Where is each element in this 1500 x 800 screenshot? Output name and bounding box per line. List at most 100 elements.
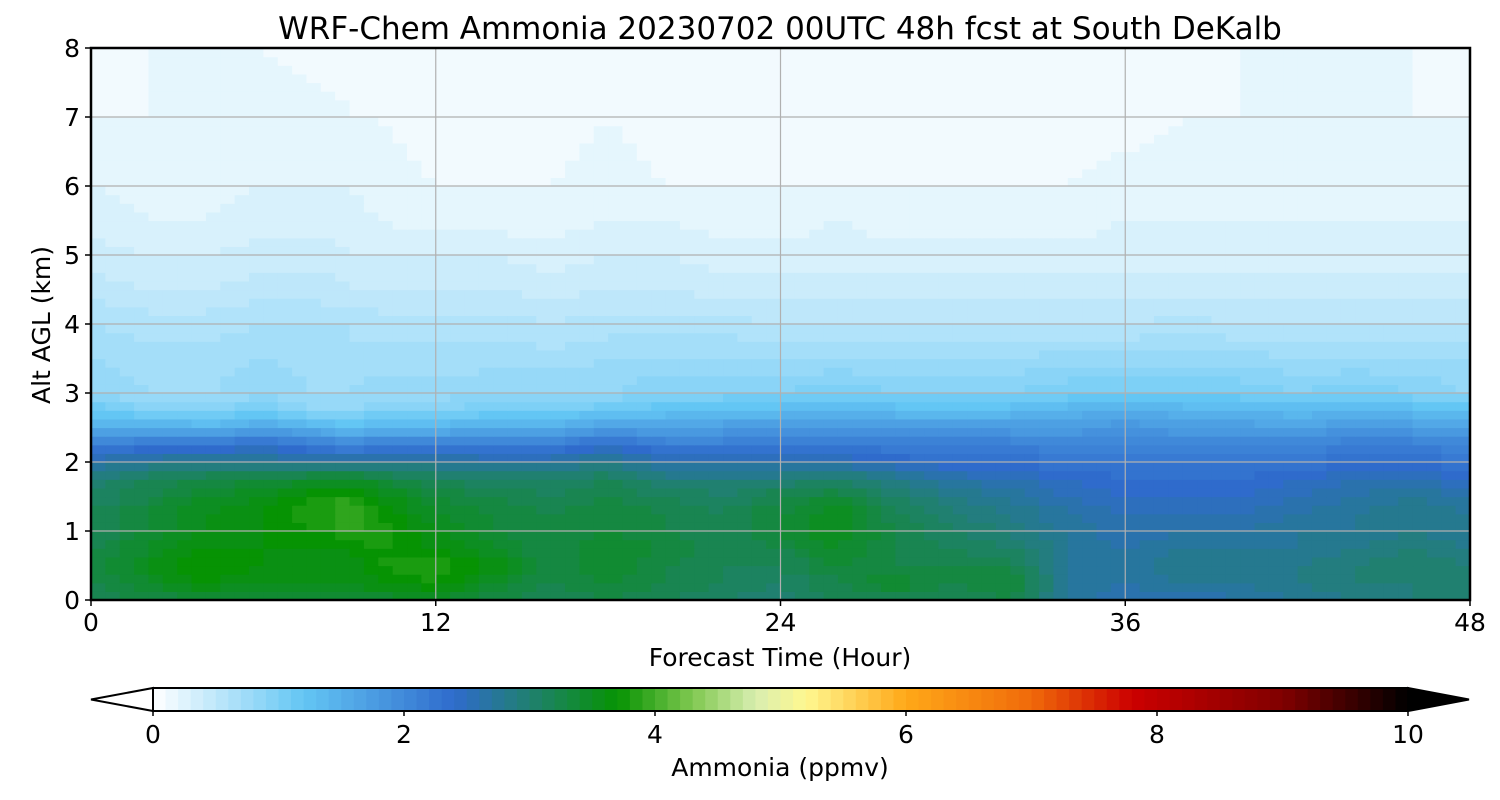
heatmap-cell [119,505,135,515]
heatmap-cell [1412,263,1428,273]
heatmap-cell [866,289,882,299]
heatmap-cell [1225,393,1241,403]
heatmap-cell [407,280,422,291]
heatmap-cell [665,444,681,454]
heatmap-cell [837,505,853,515]
heatmap-cell [1153,280,1169,291]
heatmap-cell [593,211,609,222]
heatmap-cell [995,582,1011,592]
heatmap-cell [881,531,897,541]
heatmap-cell [565,306,580,316]
heatmap-cell [651,436,667,446]
heatmap-cell [478,220,494,230]
heatmap-cell [263,315,279,325]
heatmap-cell [1153,427,1169,437]
heatmap-cell [924,211,940,222]
heatmap-cell [751,341,767,351]
heatmap-cell [1153,324,1169,334]
heatmap-cell [450,220,466,230]
heatmap-cell [105,298,121,308]
heatmap-cell [565,427,580,437]
heatmap-cell [1240,272,1256,282]
heatmap-cell [478,410,494,420]
heatmap-cell [105,418,121,429]
heatmap-cell [1254,298,1270,308]
heatmap-cell [1096,349,1112,360]
heatmap-cell [766,582,782,592]
heatmap-cell [579,531,595,541]
heatmap-cell [421,289,437,299]
heatmap-cell [1110,229,1126,239]
heatmap-cell [450,513,466,523]
heatmap-cell [995,427,1011,437]
heatmap-cell [550,548,566,558]
heatmap-cell [392,539,408,549]
heatmap-cell [363,332,379,342]
heatmap-cell [1039,487,1055,498]
heatmap-cell [292,186,308,196]
heatmap-cell [952,401,968,411]
heatmap-cell [220,513,236,523]
heatmap-cell [1039,280,1055,291]
heatmap-cell [134,246,150,256]
heatmap-cell [579,289,595,299]
heatmap-cell [622,462,638,472]
heatmap-cell [105,246,121,256]
heatmap-cell [249,444,264,454]
heatmap-cell [866,393,882,403]
heatmap-cell [1197,470,1213,480]
heatmap-cell [1398,539,1414,549]
heatmap-cell [1369,591,1385,601]
heatmap-cell [320,582,336,592]
heatmap-cell [981,436,997,446]
heatmap-cell [1053,332,1069,342]
heatmap-cell [234,548,250,558]
heatmap-cell [134,341,150,351]
heatmap-cell [1441,505,1457,515]
heatmap-cell [306,151,322,161]
heatmap-cell [450,401,466,411]
heatmap-cell [263,237,279,247]
heatmap-cell [521,315,537,325]
heatmap-cell [1082,263,1098,273]
heatmap-cell [1024,177,1040,187]
heatmap-cell [292,341,308,351]
heatmap-cell [91,255,106,265]
heatmap-cell [1096,505,1112,515]
heatmap-cell [694,160,710,170]
heatmap-cell [1225,496,1241,506]
heatmap-cell [421,306,437,316]
heatmap-cell [694,556,710,567]
heatmap-cell [636,513,652,523]
heatmap-cell [967,548,983,558]
heatmap-cell [694,151,710,161]
heatmap-cell [1024,324,1040,334]
heatmap-cell [1254,367,1270,377]
heatmap-cell [249,255,264,265]
heatmap-cell [1182,470,1198,480]
heatmap-cell [952,539,968,549]
heatmap-cell [320,513,336,523]
heatmap-cell [1369,487,1385,498]
heatmap-cell [191,160,207,170]
heatmap-cell [177,462,193,472]
heatmap-cell [924,194,940,204]
heatmap-cell [1082,272,1098,282]
heatmap-cell [737,280,753,291]
heatmap-cell [349,298,365,308]
heatmap-cell [924,487,940,498]
heatmap-cell [780,358,796,368]
heatmap-cell [967,539,983,549]
heatmap-cell [435,496,451,506]
heatmap-cell [335,418,351,429]
heatmap-cell [1383,177,1399,187]
heatmap-cell [1067,298,1083,308]
heatmap-cell [1369,168,1385,178]
heatmap-cell [694,280,710,291]
heatmap-cell [249,272,264,282]
heatmap-cell [105,548,121,558]
heatmap-cell [464,453,480,463]
heatmap-cell [852,401,868,411]
heatmap-cell [794,255,810,265]
heatmap-cell [1311,462,1327,472]
